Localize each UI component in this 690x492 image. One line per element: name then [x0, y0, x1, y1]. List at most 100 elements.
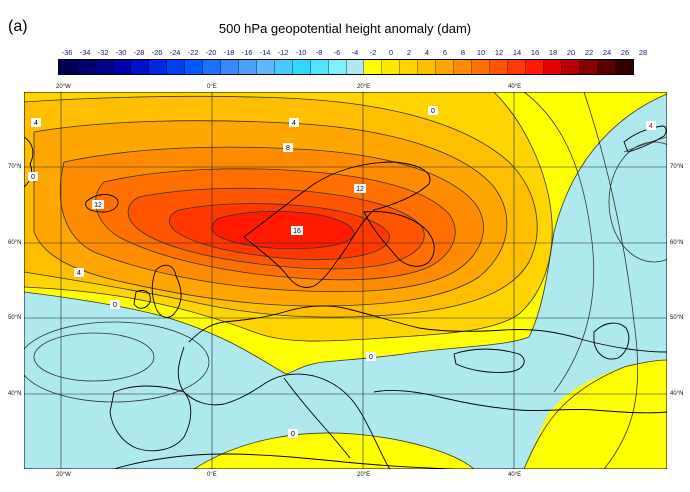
colorbar-swatch: [94, 60, 113, 74]
lon-label-bottom-2: 0°E: [207, 472, 217, 478]
figure-title: 500 hPa geopotential height anomaly (dam…: [218, 21, 472, 36]
colorbar-tick-label: 12: [494, 48, 504, 57]
colorbar-tick-label: 0: [388, 48, 394, 57]
colorbar-swatch: [292, 60, 311, 74]
colorbar-tick-label: 8: [460, 48, 466, 57]
anomaly-map: 4 4 8 12 16 12 4 0 0 0 0 0 4: [24, 92, 667, 469]
colorbar-tick-label: 14: [512, 48, 522, 57]
lat-label-right-3: 50°N: [670, 315, 684, 321]
colorbar-tick-label: -10: [295, 48, 307, 57]
contour-label-8: 0: [113, 302, 117, 309]
colorbar-tick-label: 2: [406, 48, 412, 57]
lat-label-left-3: 50°N: [8, 315, 22, 321]
colorbar-tick-label: -12: [277, 48, 289, 57]
lat-label-left-4: 40°N: [8, 391, 22, 397]
lon-label-bottom-1: 20°W: [56, 472, 71, 478]
colorbar-swatch: [76, 60, 95, 74]
colorbar-swatch: [112, 60, 131, 74]
colorbar-swatch: [328, 60, 347, 74]
colorbar-tick-label: -30: [115, 48, 127, 57]
colorbar-tick-label: -20: [205, 48, 217, 57]
contour-label-7: 4: [77, 270, 81, 277]
colorbar-swatch: [382, 60, 401, 74]
colorbar-swatch: [454, 60, 473, 74]
colorbar-tick-label: -16: [241, 48, 253, 57]
colorbar-swatch: [598, 60, 617, 74]
colorbar-swatch: [544, 60, 563, 74]
colorbar-swatch: [526, 60, 545, 74]
colorbar-tick-label: -36: [61, 48, 73, 57]
lat-label-left-2: 60°N: [8, 240, 22, 246]
colorbar-tick-label: -26: [151, 48, 163, 57]
colorbar-tick-label: -14: [259, 48, 271, 57]
lat-label-left-1: 70°N: [8, 164, 22, 170]
colorbar-swatch: [400, 60, 419, 74]
colorbar-tick-label: -24: [169, 48, 181, 57]
colorbar-tick-label: -6: [333, 48, 341, 57]
colorbar-tick-label: -4: [351, 48, 359, 57]
contour-label-5: 16: [293, 228, 301, 235]
colorbar-tick-label: -8: [315, 48, 323, 57]
colorbar-tick-label: 26: [620, 48, 630, 57]
colorbar-tick-label: -34: [79, 48, 91, 57]
colorbar-swatch: [616, 60, 633, 74]
colorbar-tick-label: -22: [187, 48, 199, 57]
colorbar-tick-label: 4: [424, 48, 430, 57]
colorbar-tick-label: -32: [97, 48, 109, 57]
colorbar-swatch: [274, 60, 293, 74]
lat-label-right-2: 60°N: [670, 240, 684, 246]
colorbar-swatch: [166, 60, 185, 74]
colorbar: [58, 59, 634, 75]
colorbar-tick-label: 20: [566, 48, 576, 57]
colorbar-swatch: [310, 60, 329, 74]
colorbar-tick-label: 24: [602, 48, 612, 57]
lat-label-right-4: 40°N: [670, 391, 684, 397]
colorbar-tick-label: 18: [548, 48, 558, 57]
band-sw-mid: [194, 432, 474, 469]
colorbar-swatch: [436, 60, 455, 74]
lon-label-bottom-3: 20°E: [357, 472, 371, 478]
lat-label-right-1: 70°N: [670, 164, 684, 170]
contour-label-13: 4: [649, 123, 653, 130]
graticule: [24, 92, 667, 469]
colorbar-swatch: [508, 60, 527, 74]
contour-label-10: 0: [431, 108, 435, 115]
colorbar-swatch: [418, 60, 437, 74]
colorbar-tick-label: 6: [442, 48, 448, 57]
colorbar-swatch: [580, 60, 599, 74]
contour-labels: 4 4 8 12 16 12 4 0 0 0 0 0 4: [28, 106, 656, 438]
colorbar-tick-label: 28: [638, 48, 648, 57]
colorbar-tick-label: -2: [369, 48, 377, 57]
contour-label-9: 0: [369, 354, 373, 361]
colorbar-swatch: [148, 60, 167, 74]
colorbar-swatch: [130, 60, 149, 74]
colorbar-tick-label: -28: [133, 48, 145, 57]
colorbar-swatch: [202, 60, 221, 74]
colorbar-tick-label: 16: [530, 48, 540, 57]
lon-label-top-2: 0°E: [207, 84, 217, 90]
colorbar-swatch: [364, 60, 383, 74]
lon-label-top-1: 20°W: [56, 84, 71, 90]
coastlines: [24, 125, 667, 469]
colorbar-swatch: [562, 60, 581, 74]
colorbar-swatch: [346, 60, 365, 74]
contour-label-12: 0: [31, 174, 35, 181]
contour-label-6: 12: [94, 202, 102, 209]
colorbar-swatch: [184, 60, 203, 74]
colorbar-labels: -36 -34 -32 -30 -28 -26 -24 -22 -20 -18 -16 -14 -12-…: [58, 48, 648, 60]
colorbar-swatch: [490, 60, 509, 74]
contour-label-11: 0: [291, 431, 295, 438]
colorbar-swatch: [256, 60, 275, 74]
contour-label-2: 4: [292, 120, 296, 127]
colorbar-swatch: [472, 60, 491, 74]
lon-label-top-4: 40°E: [508, 84, 522, 90]
contour-label-1: 4: [34, 120, 38, 127]
colorbar-tick-label: 10: [476, 48, 486, 57]
lon-label-top-3: 20°E: [357, 84, 371, 90]
colorbar-swatch: [238, 60, 257, 74]
panel-label: (a): [8, 18, 28, 35]
contour-label-3: 8: [286, 145, 290, 152]
band-sw-se: [524, 360, 667, 469]
colorbar-tick-label: 22: [584, 48, 594, 57]
contour-label-4: 12: [356, 186, 364, 193]
